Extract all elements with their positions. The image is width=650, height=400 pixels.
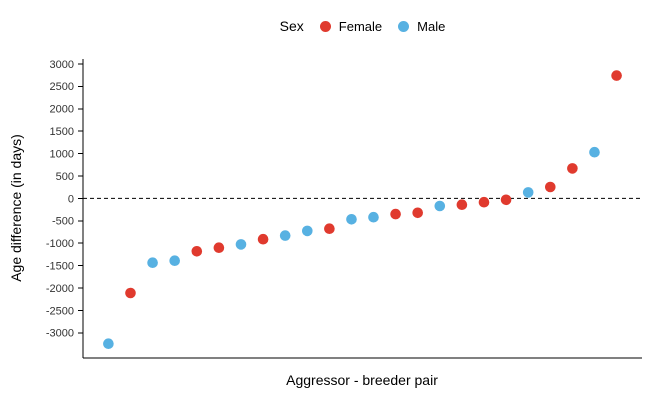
data-point-female [213, 242, 225, 253]
y-tick-label: 2000 [50, 104, 74, 116]
data-point-female [545, 181, 556, 193]
data-point-male [368, 211, 379, 223]
y-tick-label: -2000 [46, 283, 74, 295]
female-dot-icon [319, 20, 331, 32]
legend-item-female: Female [319, 18, 383, 34]
data-point-female [324, 223, 335, 234]
data-point-female [456, 199, 468, 210]
y-tick-label: -3000 [46, 328, 74, 340]
legend-title: Sex [279, 18, 304, 34]
y-tick-label: 2500 [50, 81, 74, 93]
data-point-male [103, 338, 114, 350]
x-axis-title: Aggressor - breeder pair [286, 372, 438, 388]
data-point-female [478, 196, 490, 208]
data-point-male [169, 255, 180, 266]
y-tick-label: -500 [52, 216, 74, 228]
data-point-male [302, 225, 313, 237]
y-tick-label: -1000 [46, 238, 74, 250]
data-point-male [279, 230, 291, 241]
y-tick-label: 0 [68, 193, 74, 205]
legend-label-male: Male [417, 18, 446, 34]
data-point-female [611, 70, 622, 81]
data-point-female [412, 207, 424, 219]
data-point-male [522, 187, 534, 198]
data-point-female [257, 233, 269, 245]
data-point-male [434, 200, 446, 212]
legend-label-female: Female [338, 18, 383, 34]
y-tick-label: 1000 [50, 148, 74, 160]
y-tick-label: -1500 [46, 261, 74, 273]
data-point-female [390, 208, 401, 220]
data-point-male [346, 214, 357, 225]
y-tick-label: 1500 [50, 126, 74, 138]
data-point-female [500, 194, 512, 206]
male-dot-icon [398, 20, 410, 32]
data-point-female [567, 163, 578, 174]
data-point-male [147, 257, 158, 269]
y-tick-label: -2500 [46, 305, 74, 317]
data-point-male [589, 146, 600, 158]
y-axis-title: Age difference (in days) [8, 134, 24, 282]
data-point-female [125, 287, 136, 299]
legend-item-male: Male [398, 19, 445, 34]
y-tick-label: 500 [56, 171, 74, 183]
legend: Sex Female Male [0, 15, 650, 37]
data-point-male [235, 239, 247, 250]
data-point-female [191, 246, 203, 257]
y-tick-label: 3000 [50, 59, 74, 71]
